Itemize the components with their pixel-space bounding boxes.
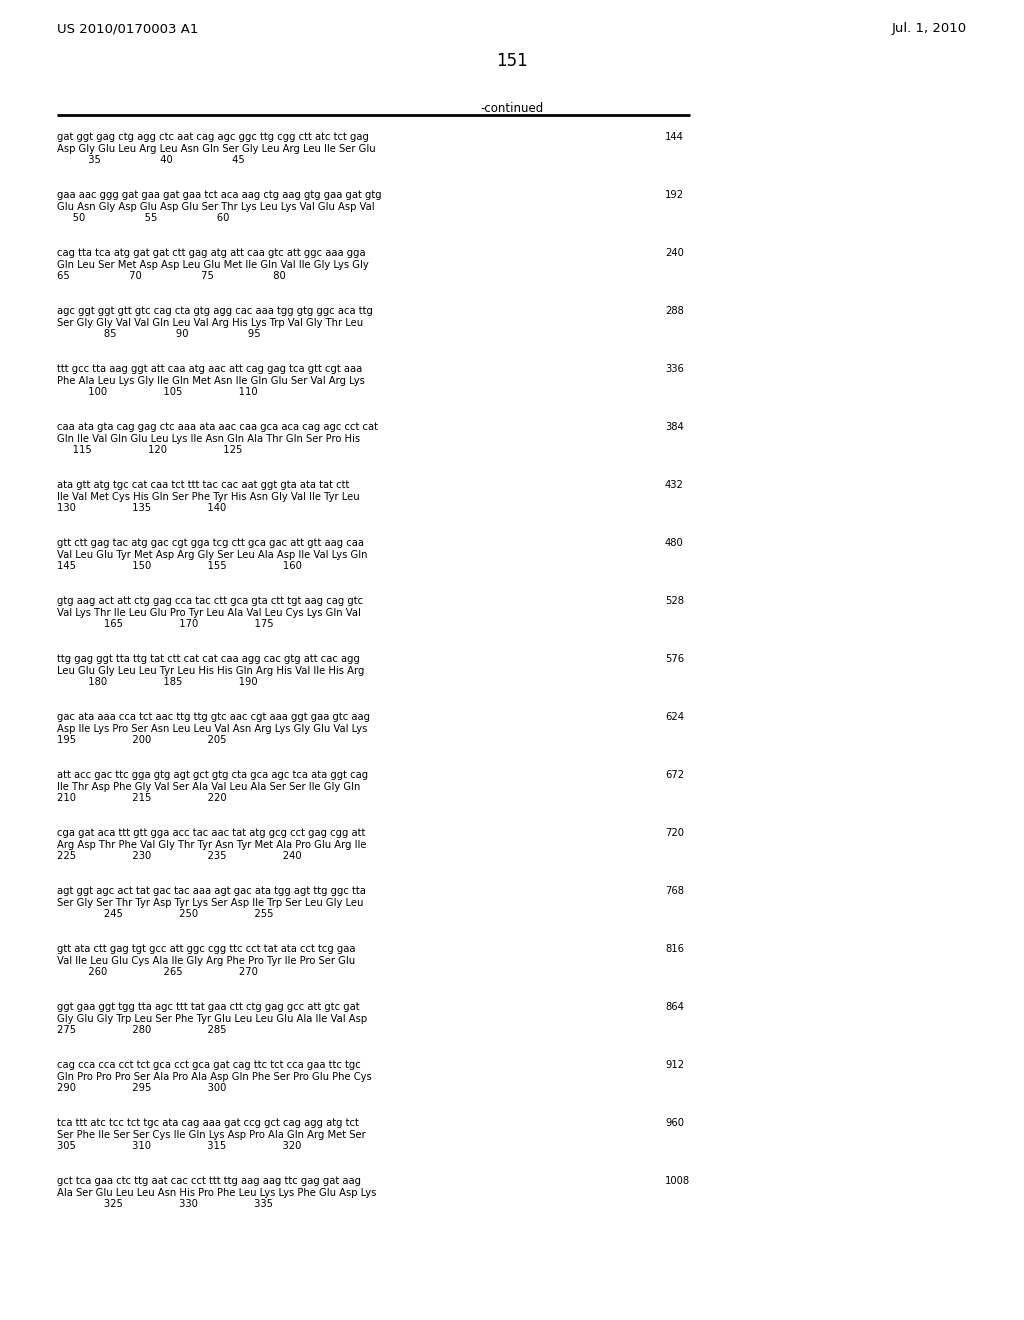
Text: 65                   70                   75                   80: 65 70 75 80 <box>57 271 286 281</box>
Text: 50                   55                   60: 50 55 60 <box>57 213 229 223</box>
Text: Gln Ile Val Gln Glu Leu Lys Ile Asn Gln Ala Thr Gln Ser Pro His: Gln Ile Val Gln Glu Leu Lys Ile Asn Gln … <box>57 433 360 444</box>
Text: Val Ile Leu Glu Cys Ala Ile Gly Arg Phe Pro Tyr Ile Pro Ser Glu: Val Ile Leu Glu Cys Ala Ile Gly Arg Phe … <box>57 956 355 965</box>
Text: 864: 864 <box>665 1002 684 1012</box>
Text: 180                  185                  190: 180 185 190 <box>57 677 258 686</box>
Text: 85                   90                   95: 85 90 95 <box>57 329 261 339</box>
Text: Ile Val Met Cys His Gln Ser Phe Tyr His Asn Gly Val Ile Tyr Leu: Ile Val Met Cys His Gln Ser Phe Tyr His … <box>57 491 359 502</box>
Text: 245                  250                  255: 245 250 255 <box>57 909 273 919</box>
Text: 130                  135                  140: 130 135 140 <box>57 503 226 513</box>
Text: 768: 768 <box>665 886 684 896</box>
Text: Arg Asp Thr Phe Val Gly Thr Tyr Asn Tyr Met Ala Pro Glu Arg Ile: Arg Asp Thr Phe Val Gly Thr Tyr Asn Tyr … <box>57 840 367 850</box>
Text: 305                  310                  315                  320: 305 310 315 320 <box>57 1140 301 1151</box>
Text: 192: 192 <box>665 190 684 201</box>
Text: cag tta tca atg gat gat ctt gag atg att caa gtc att ggc aaa gga: cag tta tca atg gat gat ctt gag atg att … <box>57 248 366 257</box>
Text: 720: 720 <box>665 828 684 838</box>
Text: 195                  200                  205: 195 200 205 <box>57 735 226 744</box>
Text: Ile Thr Asp Phe Gly Val Ser Ala Val Leu Ala Ser Ser Ile Gly Gln: Ile Thr Asp Phe Gly Val Ser Ala Val Leu … <box>57 781 360 792</box>
Text: Glu Asn Gly Asp Glu Asp Glu Ser Thr Lys Leu Lys Val Glu Asp Val: Glu Asn Gly Asp Glu Asp Glu Ser Thr Lys … <box>57 202 375 211</box>
Text: gct tca gaa ctc ttg aat cac cct ttt ttg aag aag ttc gag gat aag: gct tca gaa ctc ttg aat cac cct ttt ttg … <box>57 1176 361 1185</box>
Text: 225                  230                  235                  240: 225 230 235 240 <box>57 851 302 861</box>
Text: Gln Pro Pro Pro Ser Ala Pro Ala Asp Gln Phe Ser Pro Glu Phe Cys: Gln Pro Pro Pro Ser Ala Pro Ala Asp Gln … <box>57 1072 372 1081</box>
Text: gat ggt gag ctg agg ctc aat cag agc ggc ttg cgg ctt atc tct gag: gat ggt gag ctg agg ctc aat cag agc ggc … <box>57 132 369 143</box>
Text: -continued: -continued <box>480 102 544 115</box>
Text: gac ata aaa cca tct aac ttg ttg gtc aac cgt aaa ggt gaa gtc aag: gac ata aaa cca tct aac ttg ttg gtc aac … <box>57 711 370 722</box>
Text: agt ggt agc act tat gac tac aaa agt gac ata tgg agt ttg ggc tta: agt ggt agc act tat gac tac aaa agt gac … <box>57 886 366 896</box>
Text: 145                  150                  155                  160: 145 150 155 160 <box>57 561 302 572</box>
Text: 260                  265                  270: 260 265 270 <box>57 968 258 977</box>
Text: 960: 960 <box>665 1118 684 1129</box>
Text: caa ata gta cag gag ctc aaa ata aac caa gca aca cag agc cct cat: caa ata gta cag gag ctc aaa ata aac caa … <box>57 422 378 432</box>
Text: 325                  330                  335: 325 330 335 <box>57 1199 273 1209</box>
Text: ttt gcc tta aag ggt att caa atg aac att cag gag tca gtt cgt aaa: ttt gcc tta aag ggt att caa atg aac att … <box>57 364 362 374</box>
Text: 480: 480 <box>665 539 684 548</box>
Text: 35                   40                   45: 35 40 45 <box>57 154 245 165</box>
Text: ggt gaa ggt tgg tta agc ttt tat gaa ctt ctg gag gcc att gtc gat: ggt gaa ggt tgg tta agc ttt tat gaa ctt … <box>57 1002 359 1012</box>
Text: 100                  105                  110: 100 105 110 <box>57 387 258 397</box>
Text: 912: 912 <box>665 1060 684 1071</box>
Text: ata gtt atg tgc cat caa tct ttt tac cac aat ggt gta ata tat ctt: ata gtt atg tgc cat caa tct ttt tac cac … <box>57 480 349 490</box>
Text: agc ggt ggt gtt gtc cag cta gtg agg cac aaa tgg gtg ggc aca ttg: agc ggt ggt gtt gtc cag cta gtg agg cac … <box>57 306 373 315</box>
Text: 384: 384 <box>665 422 684 432</box>
Text: Ser Phe Ile Ser Ser Cys Ile Gln Lys Asp Pro Ala Gln Arg Met Ser: Ser Phe Ile Ser Ser Cys Ile Gln Lys Asp … <box>57 1130 366 1139</box>
Text: 151: 151 <box>496 51 528 70</box>
Text: 115                  120                  125: 115 120 125 <box>57 445 243 455</box>
Text: 144: 144 <box>665 132 684 143</box>
Text: 240: 240 <box>665 248 684 257</box>
Text: gtt ctt gag tac atg gac cgt gga tcg ctt gca gac att gtt aag caa: gtt ctt gag tac atg gac cgt gga tcg ctt … <box>57 539 364 548</box>
Text: 1008: 1008 <box>665 1176 690 1185</box>
Text: 528: 528 <box>665 597 684 606</box>
Text: Asp Gly Glu Leu Arg Leu Asn Gln Ser Gly Leu Arg Leu Ile Ser Glu: Asp Gly Glu Leu Arg Leu Asn Gln Ser Gly … <box>57 144 376 153</box>
Text: gtt ata ctt gag tgt gcc att ggc cgg ttc cct tat ata cct tcg gaa: gtt ata ctt gag tgt gcc att ggc cgg ttc … <box>57 944 355 954</box>
Text: Ser Gly Gly Val Val Gln Leu Val Arg His Lys Trp Val Gly Thr Leu: Ser Gly Gly Val Val Gln Leu Val Arg His … <box>57 318 364 327</box>
Text: Gly Glu Gly Trp Leu Ser Phe Tyr Glu Leu Leu Glu Ala Ile Val Asp: Gly Glu Gly Trp Leu Ser Phe Tyr Glu Leu … <box>57 1014 368 1023</box>
Text: 210                  215                  220: 210 215 220 <box>57 793 226 803</box>
Text: US 2010/0170003 A1: US 2010/0170003 A1 <box>57 22 199 36</box>
Text: Leu Glu Gly Leu Leu Tyr Leu His His Gln Arg His Val Ile His Arg: Leu Glu Gly Leu Leu Tyr Leu His His Gln … <box>57 665 365 676</box>
Text: cga gat aca ttt gtt gga acc tac aac tat atg gcg cct gag cgg att: cga gat aca ttt gtt gga acc tac aac tat … <box>57 828 366 838</box>
Text: Gln Leu Ser Met Asp Asp Leu Glu Met Ile Gln Val Ile Gly Lys Gly: Gln Leu Ser Met Asp Asp Leu Glu Met Ile … <box>57 260 369 269</box>
Text: 288: 288 <box>665 306 684 315</box>
Text: 290                  295                  300: 290 295 300 <box>57 1082 226 1093</box>
Text: Ser Gly Ser Thr Tyr Asp Tyr Lys Ser Asp Ile Trp Ser Leu Gly Leu: Ser Gly Ser Thr Tyr Asp Tyr Lys Ser Asp … <box>57 898 364 908</box>
Text: Val Lys Thr Ile Leu Glu Pro Tyr Leu Ala Val Leu Cys Lys Gln Val: Val Lys Thr Ile Leu Glu Pro Tyr Leu Ala … <box>57 607 360 618</box>
Text: Asp Ile Lys Pro Ser Asn Leu Leu Val Asn Arg Lys Gly Glu Val Lys: Asp Ile Lys Pro Ser Asn Leu Leu Val Asn … <box>57 723 368 734</box>
Text: 336: 336 <box>665 364 684 374</box>
Text: ttg gag ggt tta ttg tat ctt cat cat caa agg cac gtg att cac agg: ttg gag ggt tta ttg tat ctt cat cat caa … <box>57 653 359 664</box>
Text: 576: 576 <box>665 653 684 664</box>
Text: 275                  280                  285: 275 280 285 <box>57 1026 226 1035</box>
Text: 432: 432 <box>665 480 684 490</box>
Text: Val Leu Glu Tyr Met Asp Arg Gly Ser Leu Ala Asp Ile Val Lys Gln: Val Leu Glu Tyr Met Asp Arg Gly Ser Leu … <box>57 549 368 560</box>
Text: 672: 672 <box>665 770 684 780</box>
Text: Ala Ser Glu Leu Leu Asn His Pro Phe Leu Lys Lys Phe Glu Asp Lys: Ala Ser Glu Leu Leu Asn His Pro Phe Leu … <box>57 1188 377 1197</box>
Text: Jul. 1, 2010: Jul. 1, 2010 <box>892 22 967 36</box>
Text: tca ttt atc tcc tct tgc ata cag aaa gat ccg gct cag agg atg tct: tca ttt atc tcc tct tgc ata cag aaa gat … <box>57 1118 358 1129</box>
Text: 816: 816 <box>665 944 684 954</box>
Text: gtg aag act att ctg gag cca tac ctt gca gta ctt tgt aag cag gtc: gtg aag act att ctg gag cca tac ctt gca … <box>57 597 364 606</box>
Text: Phe Ala Leu Lys Gly Ile Gln Met Asn Ile Gln Glu Ser Val Arg Lys: Phe Ala Leu Lys Gly Ile Gln Met Asn Ile … <box>57 375 365 385</box>
Text: gaa aac ggg gat gaa gat gaa tct aca aag ctg aag gtg gaa gat gtg: gaa aac ggg gat gaa gat gaa tct aca aag … <box>57 190 382 201</box>
Text: att acc gac ttc gga gtg agt gct gtg cta gca agc tca ata ggt cag: att acc gac ttc gga gtg agt gct gtg cta … <box>57 770 368 780</box>
Text: cag cca cca cct tct gca cct gca gat cag ttc tct cca gaa ttc tgc: cag cca cca cct tct gca cct gca gat cag … <box>57 1060 360 1071</box>
Text: 624: 624 <box>665 711 684 722</box>
Text: 165                  170                  175: 165 170 175 <box>57 619 273 630</box>
